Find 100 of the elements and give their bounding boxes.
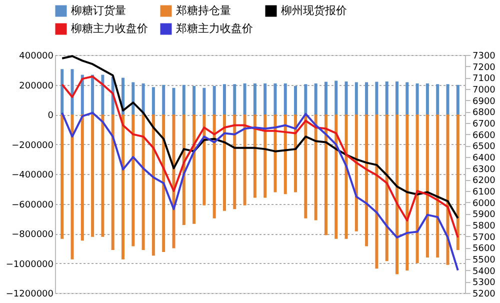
bar xyxy=(142,83,145,114)
bar xyxy=(304,114,308,218)
bar xyxy=(396,114,399,274)
bar xyxy=(80,74,84,114)
bar xyxy=(365,114,368,246)
y-tick-label: −1200000 xyxy=(6,290,54,300)
bar xyxy=(416,114,419,264)
y2-tick-label: 5900 xyxy=(472,210,496,220)
bar xyxy=(365,82,368,114)
bar xyxy=(436,114,440,258)
bar xyxy=(233,114,236,210)
bar xyxy=(192,86,196,114)
bar xyxy=(222,84,226,114)
y-tick-label: 200000 xyxy=(19,81,54,92)
y-tick-label: −800000 xyxy=(12,230,54,240)
bar xyxy=(152,87,155,114)
bar xyxy=(314,114,318,220)
y-tick-label: −600000 xyxy=(12,200,54,210)
bar xyxy=(344,81,348,114)
y2-tick-label: 6300 xyxy=(472,164,496,175)
y2-tick-label: 6000 xyxy=(472,198,496,209)
line-series xyxy=(61,55,459,220)
bar xyxy=(284,114,287,194)
bar xyxy=(182,84,186,114)
legend-label: 郑糖持仓量 xyxy=(176,4,231,17)
bar xyxy=(436,84,440,114)
bar xyxy=(101,114,104,237)
legend-label: 柳州现货报价 xyxy=(281,4,347,17)
bar xyxy=(132,114,135,246)
bar xyxy=(121,114,124,260)
y2-tick-label: 5700 xyxy=(472,232,496,243)
bar xyxy=(243,114,246,206)
y2-tick-label: 5800 xyxy=(472,222,496,232)
bar xyxy=(132,82,135,114)
y2-tick-label: 7100 xyxy=(472,74,496,84)
bar xyxy=(284,83,287,114)
bar xyxy=(446,114,450,265)
bar xyxy=(294,86,298,114)
bar xyxy=(456,84,460,114)
bar xyxy=(60,114,64,239)
bar xyxy=(222,114,226,211)
bar xyxy=(274,114,277,192)
y2-tick-label: 6100 xyxy=(472,188,496,198)
y2-tick-label: 6600 xyxy=(472,130,496,141)
bar xyxy=(385,114,388,262)
bar xyxy=(324,114,328,236)
bar xyxy=(406,114,409,271)
bar xyxy=(172,88,176,114)
y2-tick-label: 5500 xyxy=(472,256,496,266)
bar xyxy=(80,114,84,241)
y2-tick-label: 7000 xyxy=(472,86,496,96)
y-tick-label: −200000 xyxy=(12,140,54,151)
bar xyxy=(111,114,114,250)
bar xyxy=(192,114,196,224)
bar xyxy=(344,114,348,239)
bar xyxy=(406,82,409,114)
y2-tick-label: 5200 xyxy=(472,290,496,300)
y2-tick-label: 5400 xyxy=(472,266,496,277)
bar xyxy=(426,83,429,114)
bar xyxy=(334,80,338,114)
bar xyxy=(70,69,74,114)
y2-tick-label: 7300 xyxy=(472,52,496,62)
bar xyxy=(324,82,328,114)
bar xyxy=(334,114,338,239)
y2-tick-label: 5600 xyxy=(472,244,496,254)
bar xyxy=(233,84,236,114)
bar xyxy=(212,114,216,218)
bar xyxy=(396,81,399,114)
bar xyxy=(152,114,155,256)
bar xyxy=(264,114,267,198)
bar xyxy=(416,83,419,114)
y-tick-label: −400000 xyxy=(12,170,54,180)
bar xyxy=(375,82,378,114)
bar xyxy=(354,82,358,114)
bar xyxy=(274,83,277,114)
bar xyxy=(70,114,74,260)
line-series xyxy=(61,76,459,238)
bar xyxy=(375,114,378,269)
y2-tick-label: 5300 xyxy=(472,278,496,288)
bar xyxy=(385,81,388,114)
y2-tick-label: 7200 xyxy=(472,62,496,73)
bar xyxy=(264,83,267,114)
bar xyxy=(212,86,216,114)
bar xyxy=(253,114,256,198)
bar xyxy=(142,114,145,250)
legend-label: 柳糖订货量 xyxy=(71,4,126,17)
bar xyxy=(253,83,256,114)
line-series xyxy=(61,112,459,272)
legend-label: 柳糖主力收盘价 xyxy=(71,22,148,35)
bar xyxy=(162,114,166,252)
y2-tick-label: 6200 xyxy=(472,176,496,186)
y-tick-label: −1000000 xyxy=(6,260,54,270)
bar xyxy=(243,83,246,114)
y-tick-label: 0 xyxy=(48,111,54,121)
bar xyxy=(162,84,166,114)
y-tick-label: 400000 xyxy=(19,52,54,62)
bar xyxy=(91,114,94,237)
y2-tick-label: 6700 xyxy=(472,120,496,130)
bar xyxy=(446,84,450,114)
bar xyxy=(314,83,318,114)
